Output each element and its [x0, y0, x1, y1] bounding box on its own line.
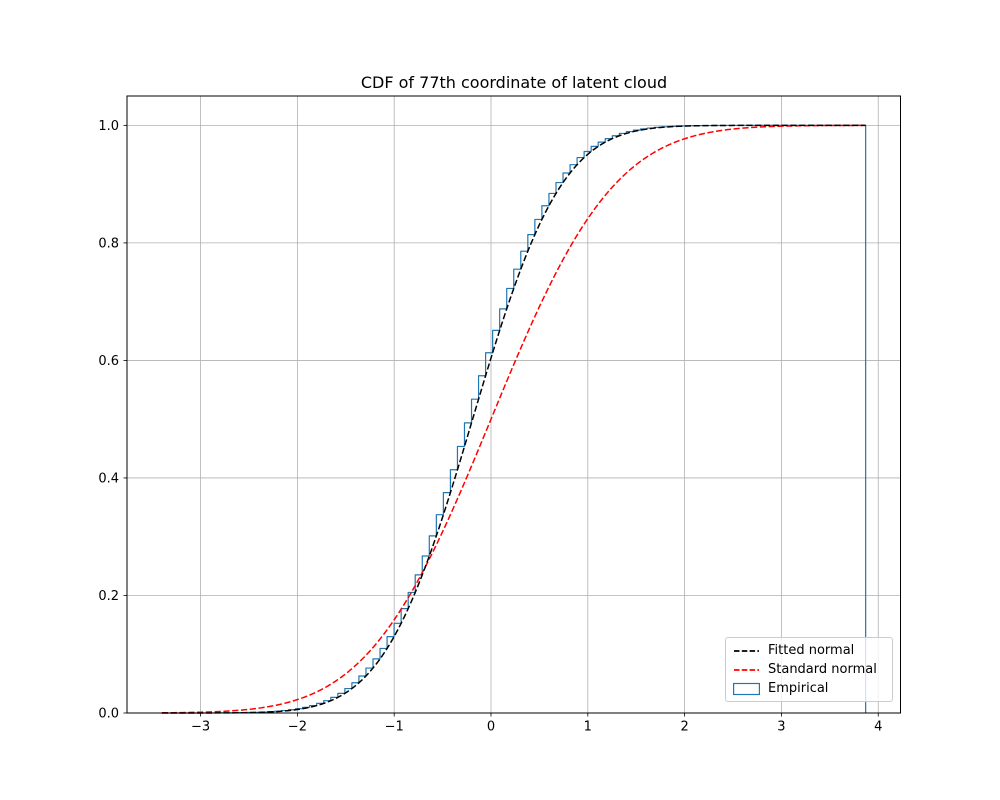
- plot-frame: [126, 95, 901, 714]
- x-tick-label: 2: [680, 720, 688, 735]
- legend-item-empirical: Empirical: [733, 682, 885, 696]
- standard-normal-line-sample: [734, 668, 759, 671]
- y-tick-label: 1.0: [98, 119, 119, 134]
- x-tick-label: −1: [385, 720, 404, 735]
- x-tick-label: 3: [777, 720, 785, 735]
- empirical-patch-sample: [733, 682, 760, 695]
- chart-title: CDF of 77th coordinate of latent cloud: [360, 73, 668, 92]
- y-tick-label: 0.8: [98, 236, 119, 251]
- y-tick-label: 0.4: [98, 471, 119, 486]
- empirical-curve: [161, 124, 867, 714]
- legend-item-fitted-normal: Fitted normal: [733, 644, 885, 658]
- y-tick-label: 0.2: [98, 589, 119, 604]
- legend-label-empirical: Empirical: [768, 681, 829, 696]
- legend-label-fitted-normal: Fitted normal: [768, 643, 855, 658]
- fitted-normal-curve: [161, 124, 866, 714]
- legend-label-standard-normal: Standard normal: [768, 662, 877, 677]
- x-tick-label: 0: [487, 720, 495, 735]
- x-tick-label: −2: [288, 720, 307, 735]
- x-tick-label: 1: [584, 720, 592, 735]
- x-tick-label: −3: [191, 720, 210, 735]
- y-tick-label: 0.6: [98, 354, 119, 369]
- legend-item-standard-normal: Standard normal: [733, 663, 885, 677]
- x-tick-label: 4: [874, 720, 882, 735]
- fitted-normal-line-sample: [734, 649, 759, 652]
- y-tick-label: 0.0: [98, 707, 119, 722]
- standard-normal-curve: [161, 124, 866, 714]
- legend: Fitted normal Standard normal Empirical: [725, 637, 893, 702]
